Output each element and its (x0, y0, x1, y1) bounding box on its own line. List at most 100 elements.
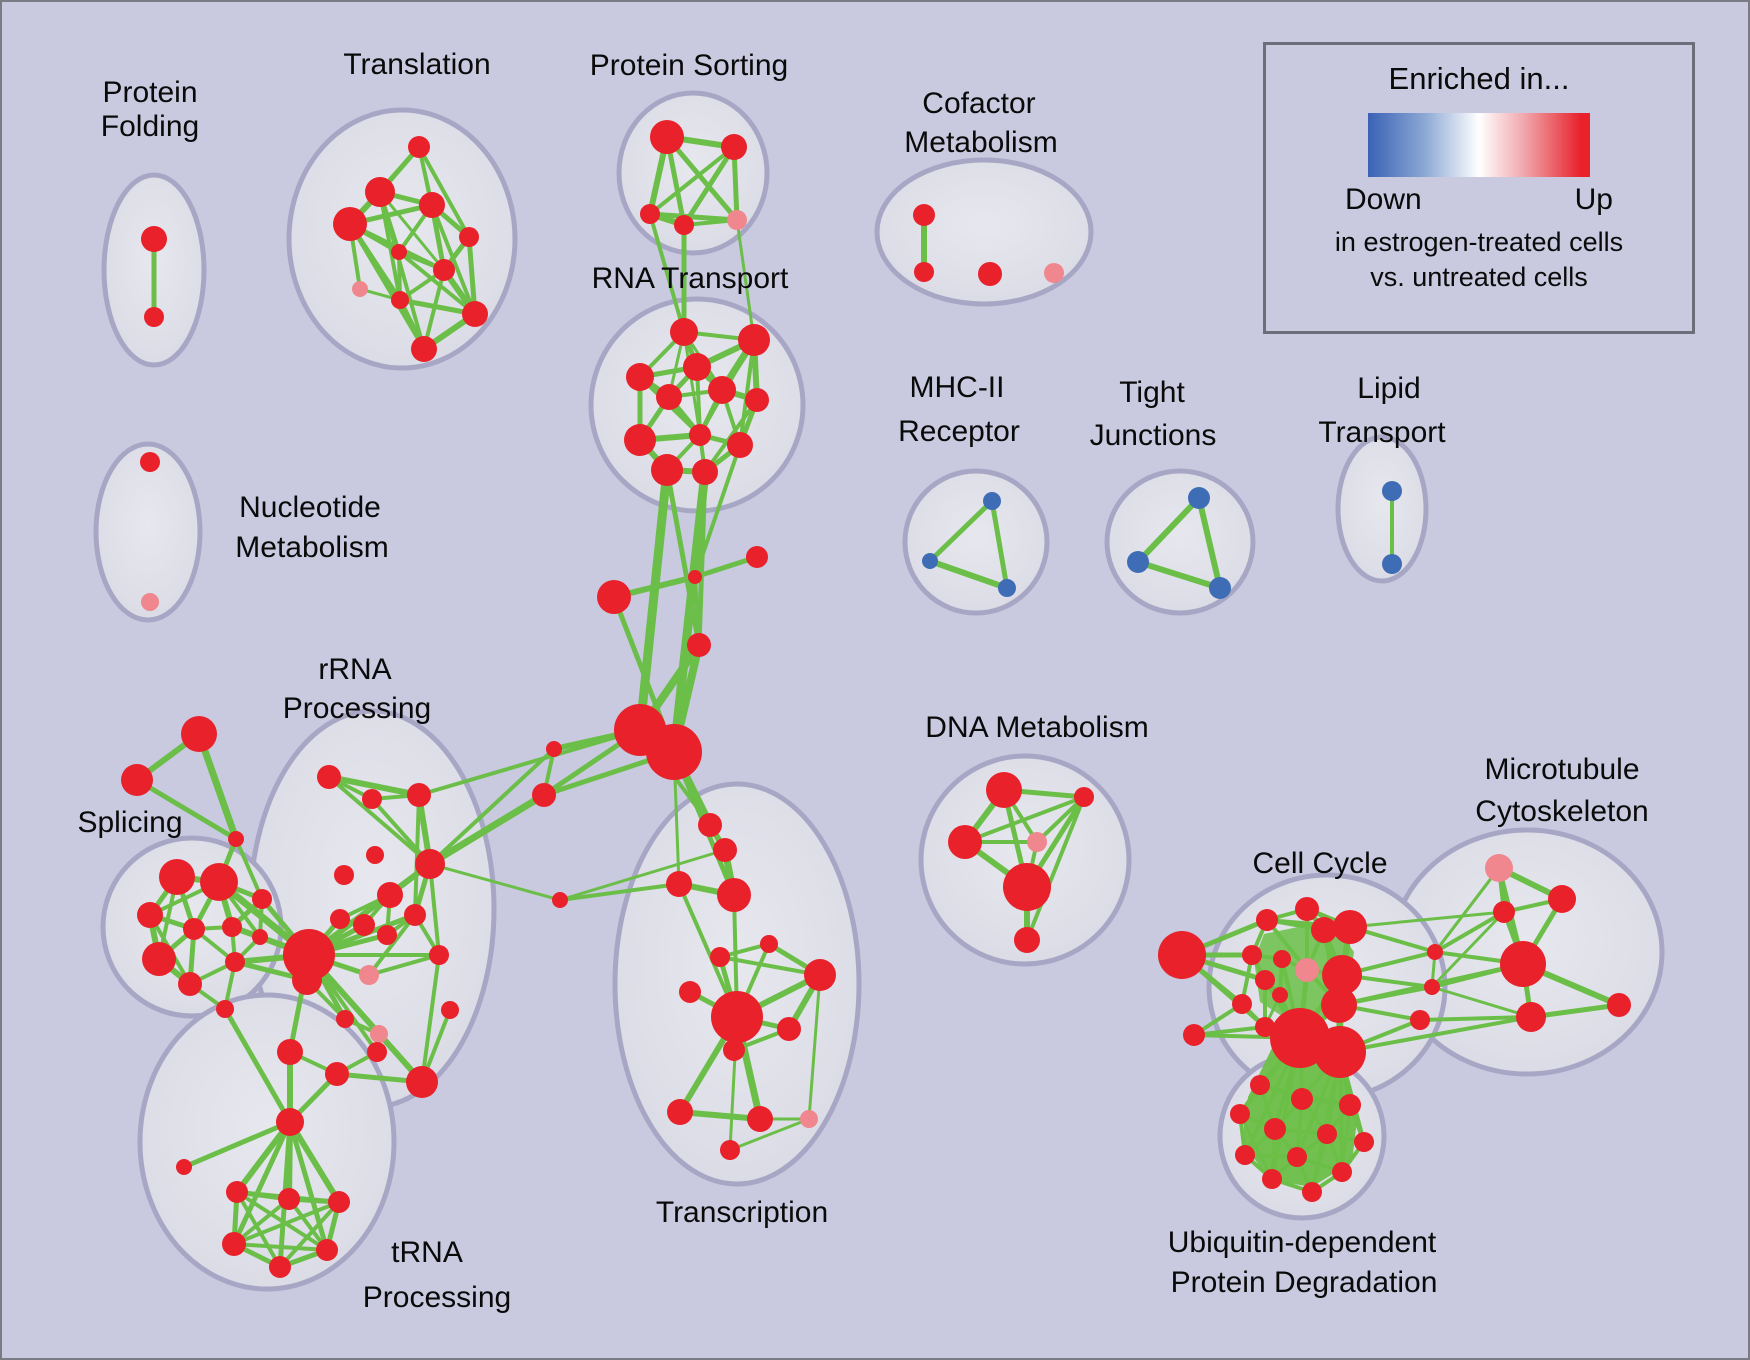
node-red-trna-processing (328, 1191, 350, 1213)
node-red-rna-transport (651, 454, 683, 486)
node-pink-microtubule-cytoskeleton (1485, 854, 1513, 882)
node-red-protein-sorting (721, 134, 747, 160)
node-red-translation (391, 244, 407, 260)
node-red-transcription (710, 947, 730, 967)
cluster-label-lipid-transport: Transport (1318, 416, 1446, 449)
node-red-rna-transport (626, 363, 654, 391)
node-red-cell-cycle (1272, 987, 1288, 1003)
node-red-cofactor-metabolism (978, 262, 1002, 286)
node-red-splicing (137, 902, 163, 928)
node-red-connector (532, 783, 556, 807)
nodes-layer (121, 120, 1631, 1278)
edge-link (426, 791, 548, 868)
cluster-label-cell-cycle: Cell Cycle (1252, 847, 1387, 880)
edge-link (1433, 866, 1501, 954)
node-red-translation (462, 301, 488, 327)
node-red-splicing (200, 863, 238, 901)
cluster-label-tight-junctions: Junctions (1090, 419, 1217, 452)
edge-link (558, 882, 681, 902)
node-red-ubiquitin-degradation (1230, 1104, 1250, 1124)
node-red-ubiquitin-degradation (1302, 1182, 1322, 1202)
node-red-ubiquitin-degradation (1250, 1075, 1270, 1095)
edge-translation (397, 250, 477, 316)
node-red-connector (646, 724, 702, 780)
edge-rrna-processing (420, 953, 441, 1084)
node-red-translation (433, 259, 455, 281)
cluster-ellipse-mhc-ii-receptor (902, 468, 1050, 616)
node-pink-cell-cycle (1295, 958, 1319, 982)
node-red-trna-processing (278, 1188, 300, 1210)
node-red-translation (365, 177, 395, 207)
node-red-nucleotide-metabolism (140, 452, 160, 472)
node-red-splicing (159, 859, 195, 895)
edge-link (428, 862, 562, 902)
edge-link (134, 777, 239, 842)
cluster-label-translation: Translation (343, 48, 490, 81)
edge-transcription (677, 1109, 763, 1122)
node-red-ubiquitin-degradation (1287, 1147, 1307, 1167)
node-red-cofactor-metabolism (913, 204, 935, 226)
node-red-rna-transport (624, 424, 656, 456)
node-red-splicing (142, 942, 176, 976)
node-red-dna-metabolism (948, 825, 982, 859)
node-red-splicing (225, 952, 245, 972)
node-red-connector (688, 570, 702, 584)
node-red-protein-folding (144, 307, 164, 327)
cluster-label-cofactor-metabolism: Cofactor (922, 87, 1035, 120)
node-red-dna-metabolism (1014, 927, 1040, 953)
cluster-label-nucleotide-metabolism: Nucleotide (239, 491, 381, 524)
edge-trna-processing (278, 1200, 341, 1269)
node-red-ubiquitin-degradation (1339, 1094, 1361, 1116)
node-red-trna-processing (222, 1232, 246, 1256)
node-red-ubiquitin-degradation (1317, 1124, 1337, 1144)
cluster-label-transcription: Transcription (656, 1196, 828, 1229)
node-red-rna-transport (738, 324, 770, 356)
node-red-rrna-processing (407, 783, 431, 807)
node-red-rrna-processing (317, 765, 341, 789)
node-red-cell-cycle (1273, 950, 1291, 968)
edge-link (222, 1006, 293, 1125)
node-red-rrna-processing (441, 1001, 459, 1019)
edge-link (1348, 910, 1506, 929)
cluster-label-rna-transport: RNA Transport (592, 262, 789, 295)
node-red-cell-cycle (1295, 897, 1319, 921)
edge-translation (378, 190, 426, 351)
edge-protein-sorting (647, 211, 740, 223)
node-red-connector (546, 741, 562, 757)
node-red-translation (459, 227, 479, 247)
node-red-trna-processing (226, 1181, 248, 1203)
node-red-cell-cycle (1311, 917, 1337, 943)
node-red-rna-transport (745, 388, 769, 412)
node-red-ubiquitin-degradation (1332, 1162, 1352, 1182)
node-red-microtubule-cytoskeleton (1548, 885, 1576, 913)
edge-link (428, 747, 556, 866)
cluster-label-protein-folding: Folding (101, 110, 199, 143)
edge-trna-processing (287, 1119, 330, 1253)
edge-link (664, 467, 702, 648)
edge-dna-metabolism (963, 795, 1086, 844)
edge-trna-processing (235, 1190, 329, 1252)
node-red-connector (687, 633, 711, 657)
node-red-rna-transport (727, 432, 753, 458)
edge-rrna-processing (367, 913, 417, 977)
node-red-rrna-processing (367, 1042, 387, 1062)
node-blue-mhc-ii-receptor (922, 553, 938, 569)
node-red-rrna-processing (377, 882, 403, 908)
node-red-transcription (777, 1017, 801, 1041)
node-blue-mhc-ii-receptor (998, 579, 1016, 597)
cluster-label-ubiquitin-degradation: Ubiquitin-dependent (1168, 1226, 1437, 1259)
cluster-ellipse-nucleotide-metabolism (93, 441, 203, 623)
cluster-label-mhc-ii-receptor: MHC-II (910, 371, 1005, 404)
node-red-cell-cycle (1256, 909, 1278, 931)
node-red-trna-processing (316, 1239, 338, 1261)
cluster-label-microtubule-cytoskeleton: Cytoskeleton (1475, 795, 1648, 828)
node-red-translation (408, 136, 430, 158)
edge-trna-processing (231, 1119, 293, 1247)
legend-subtitle-line2: vs. untreated cells (1370, 262, 1588, 292)
node-red-transcription (679, 981, 701, 1003)
node-red-ubiquitin-degradation (1235, 1145, 1255, 1165)
node-red-rrna-processing (366, 846, 384, 864)
edge-microtubule-cytoskeleton (1433, 910, 1506, 954)
edge-translation (417, 145, 471, 239)
